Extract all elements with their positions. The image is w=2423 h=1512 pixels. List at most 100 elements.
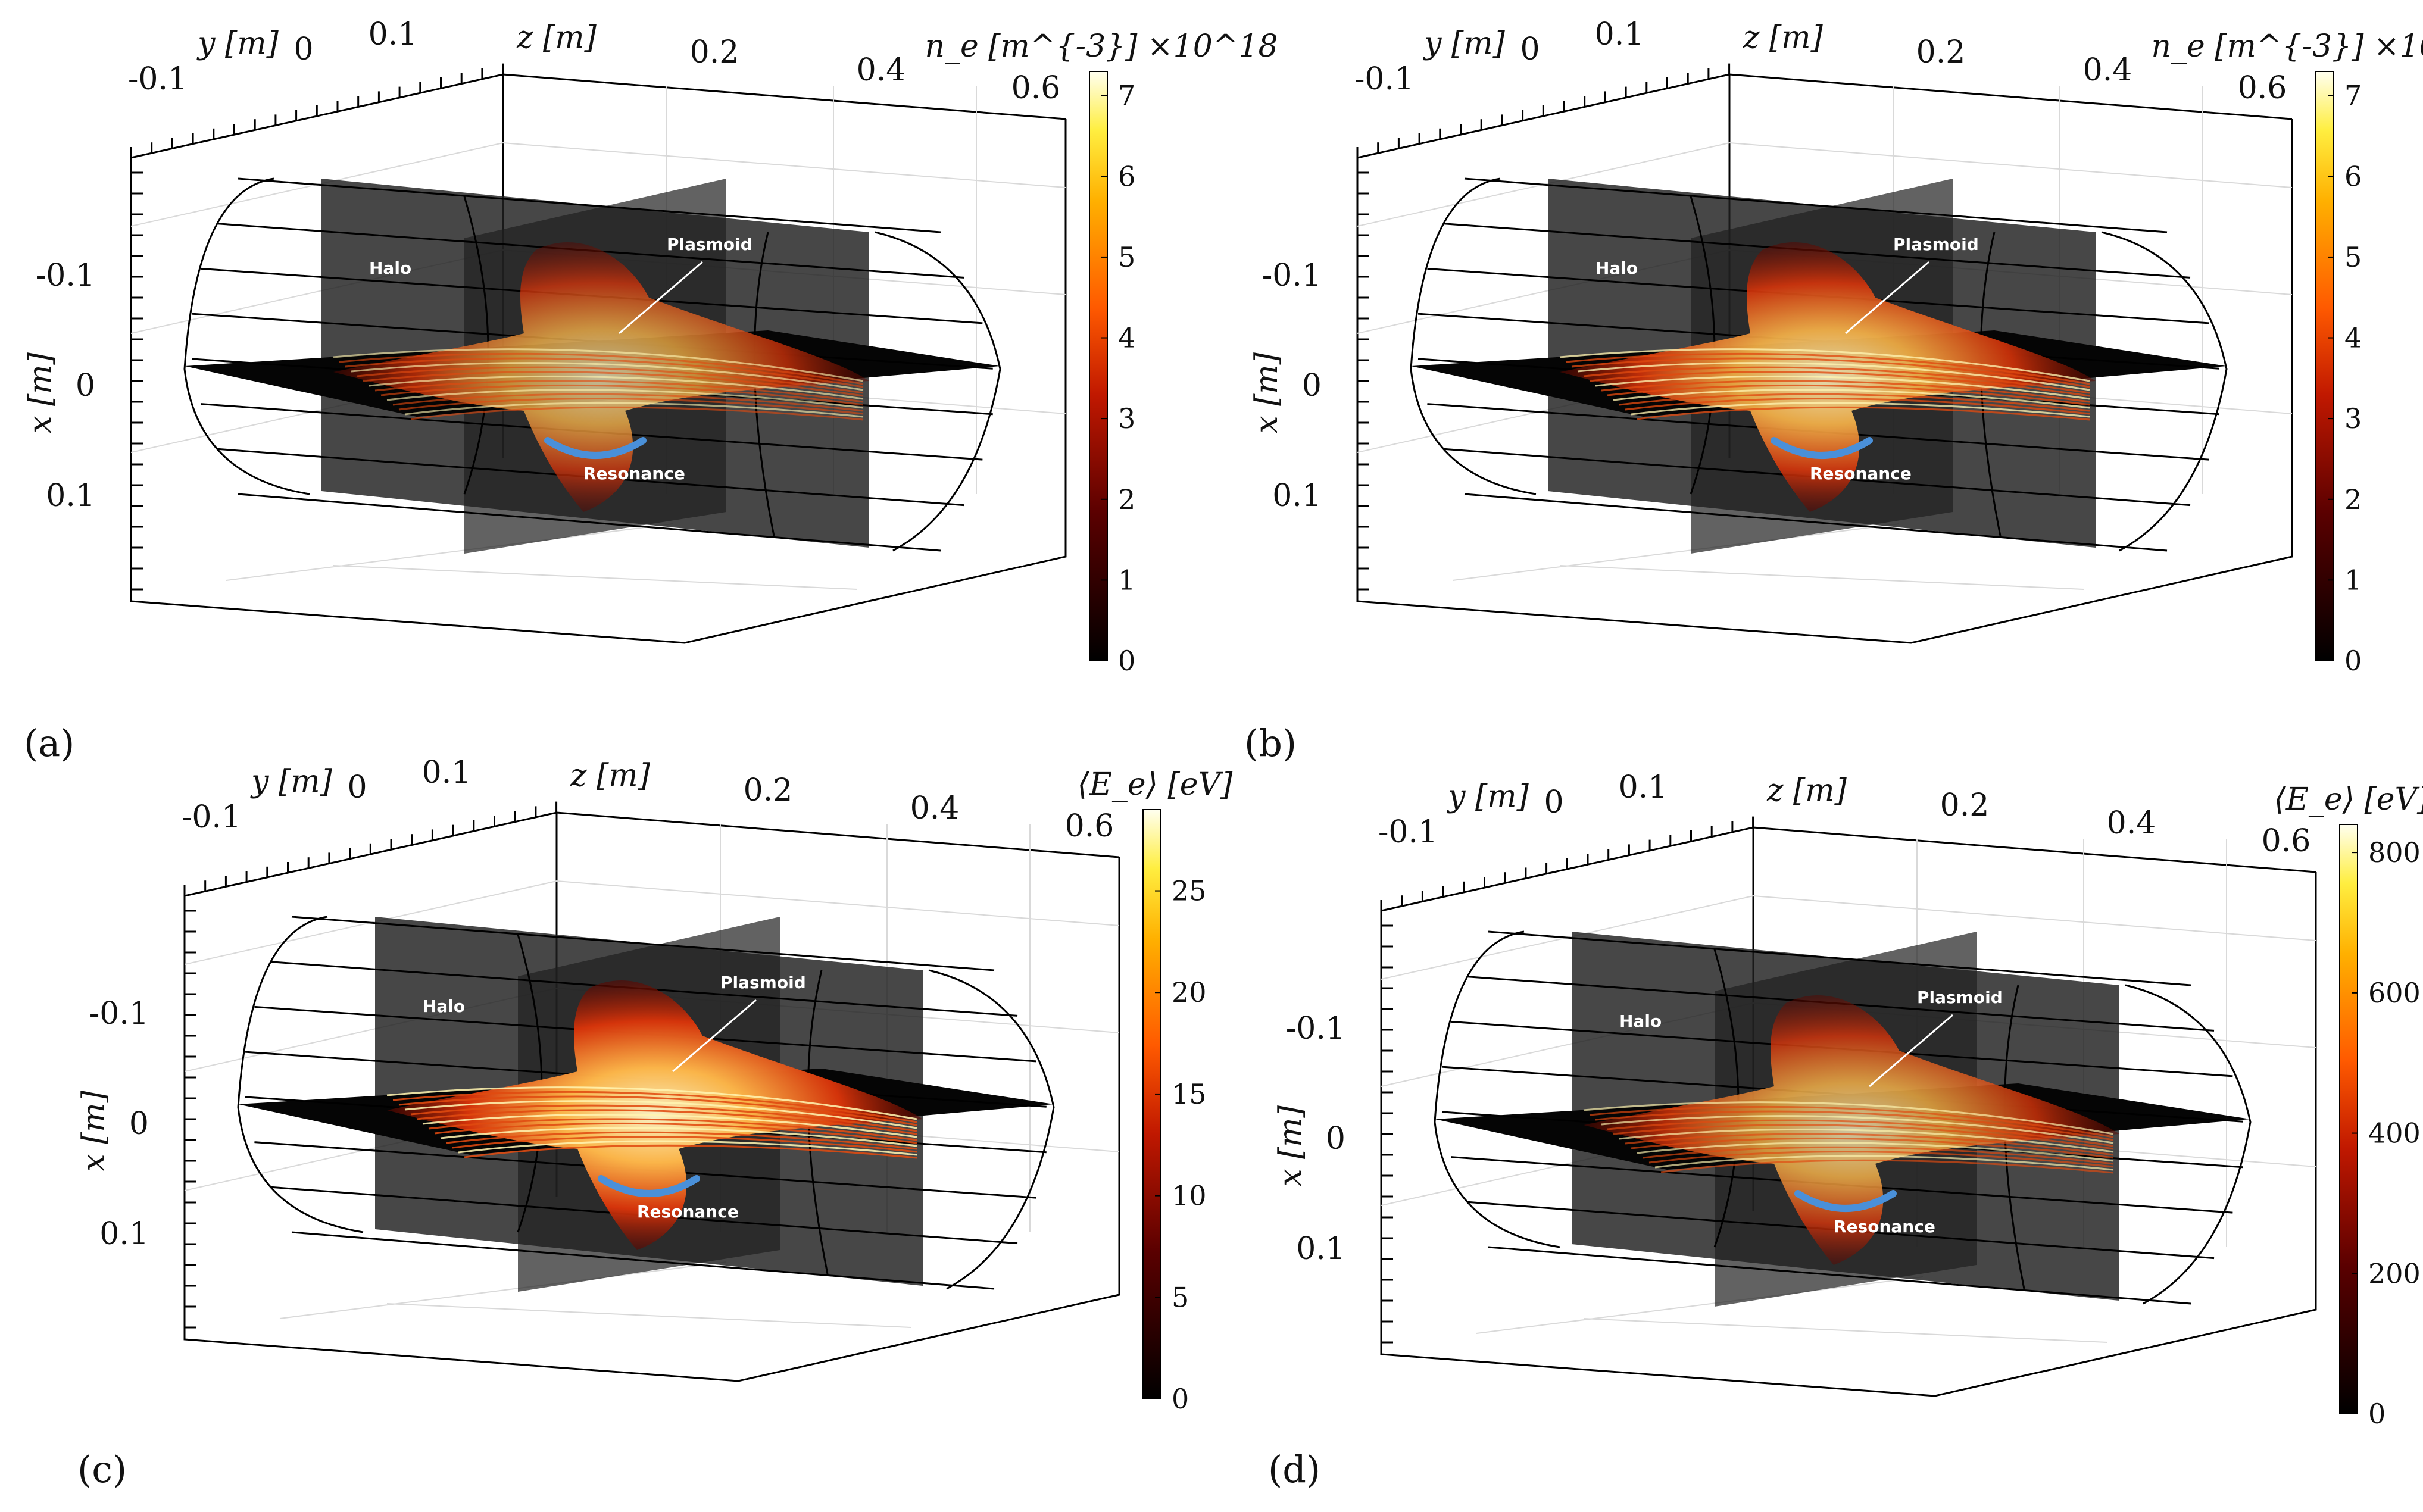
colorbar-tick-label: 10 [1172,1180,1207,1212]
field-line [351,362,864,391]
colorbar-tick-label: 25 [1172,875,1207,907]
frame-outline [1356,119,2293,644]
panel-label: (b) [1244,721,1297,765]
field-line [1637,1142,2114,1162]
frame-outline [183,857,1120,1382]
annotation-plasmoid: Plasmoid [1893,235,1979,254]
annotation-resonance: Resonance [1810,464,1912,483]
grid-line [333,565,858,590]
field-line [345,357,864,388]
grid-line [1452,523,1900,581]
field-line [369,375,864,400]
annotation-halo: Halo [369,258,411,278]
plasma [333,242,869,512]
colorbar: 0 1 2 3 4 5 6 7 n_e [m^{-3}] ×10^17 [2151,29,2423,677]
colorbar-tick-label: 800 [2368,836,2421,869]
frame-top-edge [130,73,1066,159]
field-line [1648,1151,2114,1168]
y-tick-label: -0.1 [182,799,241,835]
y-tick-label: 0 [1520,32,1540,67]
plasmoid-arrow [1845,261,1929,335]
cylinder-generator [1464,177,2168,233]
plasma [386,980,923,1250]
colorbar: 0 5 10 15 20 25 ⟨E_e⟩ [eV] [1078,767,1233,1415]
field-line [1631,1137,2114,1159]
annotation-plasmoid: Plasmoid [720,973,806,992]
cylinder-generator [1464,493,2168,552]
frame-top-edge [1381,826,2316,912]
field-line [398,398,864,415]
x-tick-label: 0 [129,1106,149,1142]
y-tick-label: -0.1 [1354,61,1414,97]
grid-line [184,880,1120,965]
panel-label: (c) [77,1448,127,1491]
cylinder-right-end [928,969,1055,1290]
field-line [464,1144,917,1159]
field-line [1583,366,2090,394]
cylinder-left-end [237,916,364,1233]
field-line [1595,1110,2114,1141]
field-line [428,1118,917,1141]
field-line [1637,406,2090,421]
colorbar-tick-label: 5 [2344,241,2362,273]
x-tick-label: 0.1 [99,1216,149,1252]
field-line [1631,402,2090,418]
x-tick-label: 0 [76,368,95,404]
z-tick-label: 0.2 [1940,788,1990,823]
field-line [386,389,864,409]
field-line [434,1122,917,1144]
grid-line [386,1303,911,1328]
y-tick-label: 0.1 [369,17,418,52]
field-line [452,1136,917,1153]
y-tick-label: 0.1 [1595,17,1644,52]
field-line [357,366,864,394]
colorbar: 0 200 400 600 800 ⟨E_e⟩ [eV] [2274,782,2423,1430]
field-line [458,1140,917,1156]
field-line [1625,1133,2114,1156]
y-tick-label: -0.1 [128,61,188,97]
field-line [1583,1101,2114,1135]
z-tick-label: 0.2 [744,773,793,808]
grid-line [1381,895,2316,980]
z-tick-label: 0.4 [910,791,960,826]
cylinder-generator [238,493,941,552]
x-tick-label: -0.1 [36,258,95,293]
field-line [1660,1159,2114,1174]
frame-top-edge [184,811,1120,897]
y-tick-label: 0 [293,32,313,67]
annotation-resonance: Resonance [1834,1217,1935,1236]
field-line [1654,1155,2114,1171]
field-line [1619,1128,2114,1153]
z-axis-label: z [m] [570,758,651,794]
field-line [1571,357,2090,388]
field-line [416,1109,917,1135]
x-axis-label: x [m] [1273,1105,1309,1186]
field-line [398,1095,917,1126]
field-line [440,1127,917,1147]
field-line [1613,1124,2114,1150]
tick-marks [130,63,504,591]
plasma [1583,995,2119,1265]
cylinder-generator [1488,930,2191,986]
z-tick-label: 0.2 [1916,35,1966,70]
annotation-halo: Halo [1595,258,1638,278]
plasmoid-arrow [672,999,757,1073]
frame-outline [1380,872,2317,1397]
field-line [1595,375,2090,400]
colorbar-tick-label: 4 [1118,322,1135,354]
cylinder-generator [291,1231,995,1290]
colorbar-tick-label: 600 [2368,977,2421,1009]
x-tick-label: 0.1 [1272,478,1322,514]
field-line [1601,1115,2114,1144]
x-tick-label: -0.1 [1286,1011,1345,1046]
tick-marks [1356,63,1731,591]
frame-top-edge [1357,73,2293,159]
colorbar-gradient [2315,71,2334,661]
grid-line [1357,142,2293,227]
z-tick-label: 0.6 [1065,808,1114,844]
colorbar-tick-label: 3 [2344,402,2362,435]
grid-line [1583,1318,2108,1343]
colorbar-label: n_e [m^{-3}] ×10^17 [2151,29,2423,64]
panel-label: (a) [24,721,74,765]
colorbar-tick-label: 6 [1118,160,1135,192]
